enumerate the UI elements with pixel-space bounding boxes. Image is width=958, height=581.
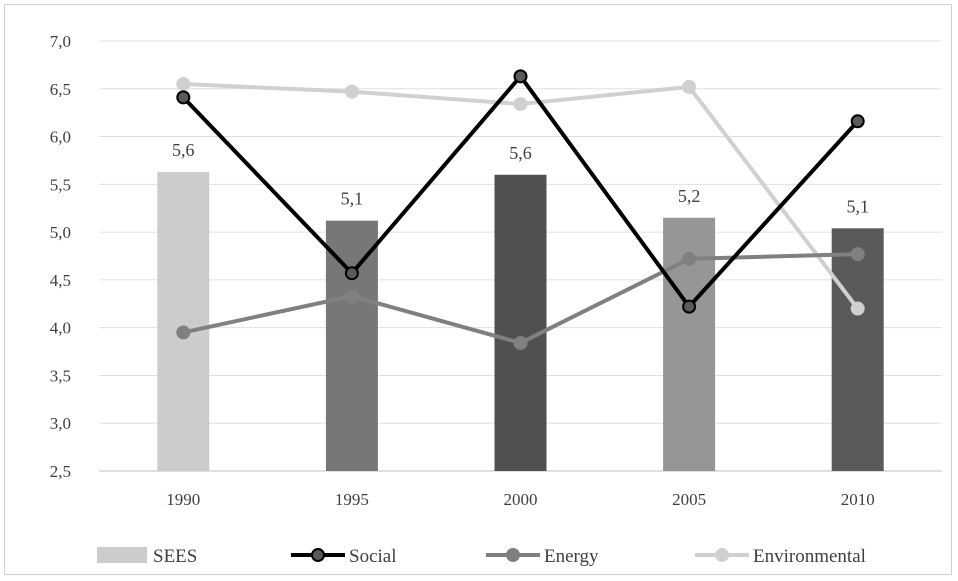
legend-swatch-sees [97, 547, 147, 563]
y-tick-label: 6,0 [50, 128, 71, 147]
legend-marker-social [311, 548, 325, 562]
legend-label-energy: Energy [544, 546, 599, 567]
bar-sees [325, 220, 378, 471]
point-energy [682, 251, 697, 266]
point-social [682, 299, 697, 314]
bar-sees [831, 228, 884, 471]
point-energy [344, 289, 359, 304]
bar-data-label: 5,2 [678, 186, 701, 206]
y-tick-label: 5,0 [50, 223, 71, 242]
point-social [176, 90, 191, 105]
bar-data-label: 5,6 [172, 140, 195, 160]
y-tick-label: 2,5 [50, 462, 71, 481]
point-environmental [850, 301, 865, 316]
point-energy [850, 247, 865, 262]
legend-marker-environmental [715, 548, 729, 562]
legend: SEES Social Energy Environmental [97, 546, 866, 567]
y-tick-label: 5,5 [50, 175, 71, 194]
x-tick-label: 2010 [841, 490, 875, 509]
legend-label-social: Social [349, 546, 397, 567]
bar-sees [157, 171, 210, 471]
x-tick-label: 2005 [672, 490, 706, 509]
y-axis: 2,5 3,0 3,5 4,0 4,5 5,0 5,5 6,0 6,5 7,0 [50, 32, 71, 481]
point-energy [513, 335, 528, 350]
bar-series [157, 171, 884, 471]
bar-data-label: 5,6 [509, 143, 532, 163]
bar-data-label: 5,1 [341, 189, 364, 209]
point-environmental [513, 97, 528, 112]
point-social [850, 114, 865, 129]
y-tick-label: 4,5 [50, 271, 71, 290]
point-social [344, 266, 359, 281]
y-tick-label: 3,0 [50, 414, 71, 433]
y-tick-label: 7,0 [50, 32, 71, 51]
legend-marker-energy [506, 548, 520, 562]
y-tick-label: 4,0 [50, 319, 71, 338]
point-environmental [176, 77, 191, 91]
bar-data-label: 5,1 [846, 196, 869, 216]
x-tick-label: 1995 [335, 490, 369, 509]
x-tick-label: 1990 [166, 490, 200, 509]
point-energy [176, 325, 191, 340]
data-labels: 5,6 5,1 5,6 5,2 5,1 [172, 140, 869, 216]
y-tick-label: 3,5 [50, 366, 71, 385]
y-tick-label: 6,5 [50, 80, 71, 99]
point-social [513, 69, 528, 84]
bar-sees [494, 174, 547, 471]
x-tick-label: 2000 [504, 490, 538, 509]
point-environmental [344, 84, 359, 99]
point-environmental [682, 79, 697, 94]
x-axis: 1990 1995 2000 2005 2010 [166, 490, 874, 509]
legend-label-environmental: Environmental [753, 546, 866, 567]
chart: 2,5 3,0 3,5 4,0 4,5 5,0 5,5 6,0 6,5 7,0 1990 1995 2… [50, 32, 942, 567]
line-series [176, 69, 865, 350]
legend-label-sees: SEES [153, 546, 197, 567]
chart-frame: 2,5 3,0 3,5 4,0 4,5 5,0 5,5 6,0 6,5 7,0 1990 1995 2… [4, 4, 952, 575]
